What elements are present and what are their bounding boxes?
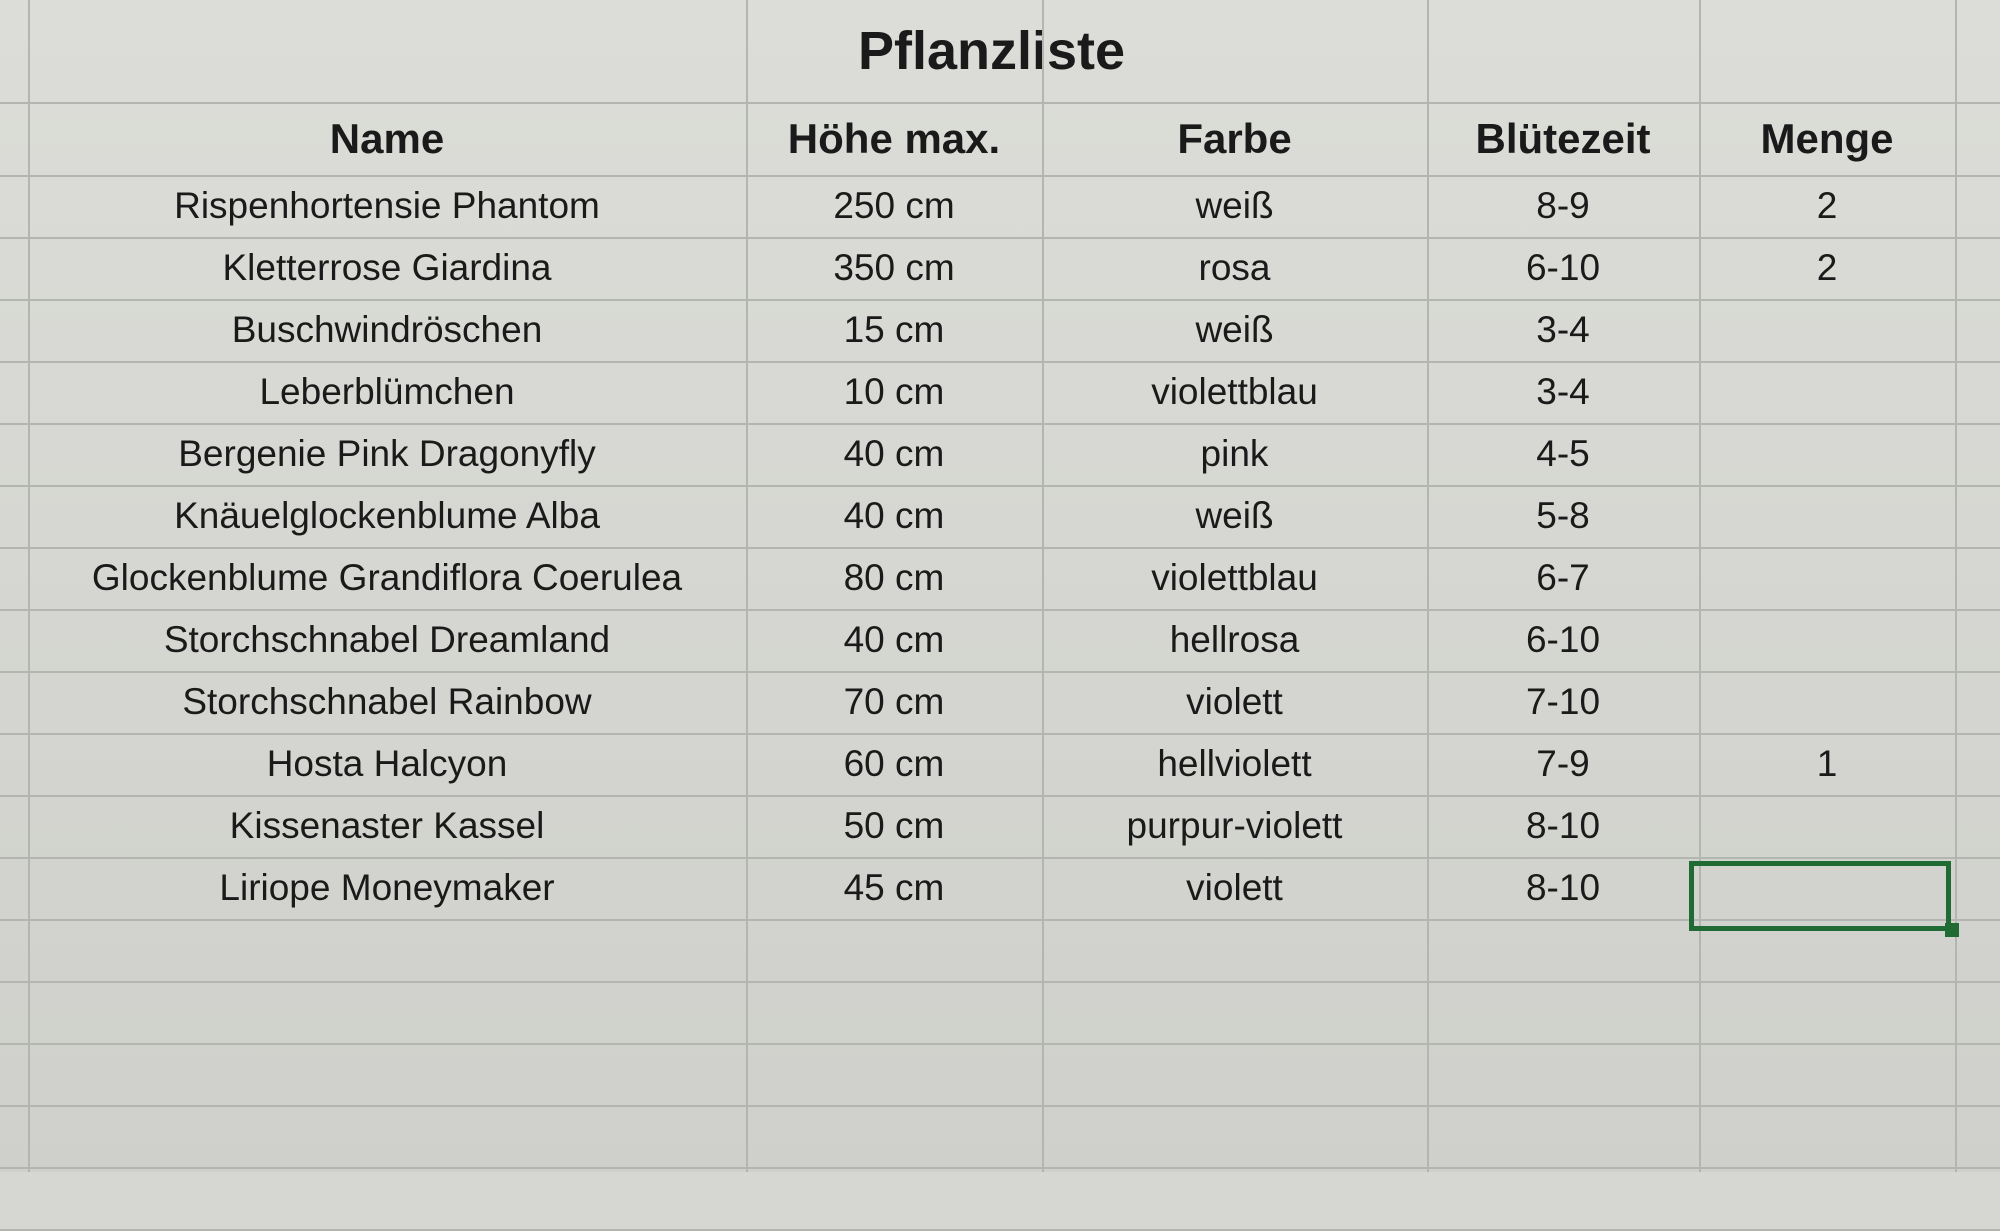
table-cell[interactable]: purpur-violett	[1126, 805, 1343, 846]
table-cell[interactable]: violett	[1186, 867, 1283, 908]
table-cell[interactable]: Bergenie Pink Dragonyfly	[178, 433, 596, 474]
row-divider	[0, 671, 2000, 673]
table-cell[interactable]	[1699, 547, 1955, 609]
row-divider	[0, 1167, 2000, 1169]
row-divider	[0, 175, 2000, 177]
table-cell[interactable]: 15 cm	[843, 309, 945, 350]
row-divider	[0, 609, 2000, 611]
table-cell[interactable]: Storchschnabel Rainbow	[182, 681, 592, 722]
table-cell[interactable]: 70 cm	[843, 681, 945, 722]
table-cell[interactable]: violett	[1186, 681, 1283, 722]
table-cell[interactable]: 350 cm	[833, 247, 955, 288]
table-cell[interactable]: Rispenhortensie Phantom	[174, 185, 600, 226]
row-divider	[0, 485, 2000, 487]
column-header[interactable]: Menge	[1760, 114, 1894, 162]
row-divider	[0, 237, 2000, 239]
row-divider	[0, 1043, 2000, 1045]
table-cell[interactable]: Liriope Moneymaker	[219, 867, 555, 908]
table-cell[interactable]: 50 cm	[843, 805, 945, 846]
table-cell[interactable]: weiß	[1195, 185, 1274, 226]
column-divider	[746, 0, 748, 1172]
table-cell[interactable]: hellrosa	[1169, 619, 1300, 660]
table-cell[interactable]: Glockenblume Grandiflora Coerulea	[91, 557, 683, 598]
table-cell[interactable]: 250 cm	[833, 185, 955, 226]
table-cell[interactable]: 7-10	[1525, 681, 1601, 722]
row-divider	[0, 857, 2000, 859]
table-cell[interactable]: 5-8	[1536, 495, 1590, 536]
row-divider	[0, 547, 2000, 549]
row-divider	[0, 795, 2000, 797]
table-cell[interactable]: 40 cm	[843, 495, 945, 536]
table-cell[interactable]: 40 cm	[843, 433, 945, 474]
table-cell[interactable]: 6-10	[1525, 247, 1601, 288]
column-header[interactable]: Name	[329, 114, 445, 162]
column-divider	[28, 0, 30, 1172]
table-cell[interactable]: Leberblümchen	[259, 371, 515, 412]
table-cell[interactable]: 8-10	[1525, 805, 1601, 846]
table-cell[interactable]: 4-5	[1536, 433, 1590, 474]
column-divider	[1955, 0, 1957, 1172]
row-divider	[0, 102, 2000, 104]
table-cell[interactable]: 3-4	[1536, 371, 1590, 412]
row-divider	[0, 361, 2000, 363]
table-cell[interactable]: 8-10	[1525, 867, 1601, 908]
row-divider	[0, 919, 2000, 921]
selected-cell[interactable]	[1689, 861, 1951, 931]
table-cell[interactable]: 45 cm	[843, 867, 945, 908]
table-cell[interactable]: 40 cm	[843, 619, 945, 660]
row-divider	[0, 1105, 2000, 1107]
table-cell[interactable]: Storchschnabel Dreamland	[163, 619, 611, 660]
sheet-title[interactable]: Pflanzliste	[857, 21, 1126, 81]
table-cell[interactable]: 2	[1816, 247, 1838, 288]
table-cell[interactable]: Buschwindröschen	[231, 309, 543, 350]
table-cell[interactable]: 80 cm	[843, 557, 945, 598]
table-cell[interactable]: weiß	[1195, 495, 1274, 536]
table-cell[interactable]: 6-10	[1525, 619, 1601, 660]
table-cell[interactable]	[1699, 423, 1955, 485]
table-cell[interactable]: pink	[1200, 433, 1269, 474]
table-cell[interactable]: rosa	[1198, 247, 1271, 288]
table-cell[interactable]	[1699, 299, 1955, 361]
table-cell[interactable]: 60 cm	[843, 743, 945, 784]
column-header[interactable]: Blütezeit	[1475, 114, 1651, 162]
row-divider	[0, 733, 2000, 735]
column-divider	[1699, 0, 1701, 1172]
row-divider	[0, 299, 2000, 301]
column-header[interactable]: Farbe	[1177, 114, 1292, 162]
table-cell[interactable]	[1699, 795, 1955, 857]
table-cell[interactable]: Kissenaster Kassel	[229, 805, 545, 846]
table-cell[interactable]	[1699, 671, 1955, 733]
column-divider	[1427, 0, 1429, 1172]
column-divider	[1042, 0, 1044, 1172]
table-cell[interactable]: 8-9	[1536, 185, 1590, 226]
table-cell[interactable]: Kletterrose Giardina	[222, 247, 552, 288]
table-cell[interactable]	[1699, 361, 1955, 423]
table-cell[interactable]: 7-9	[1536, 743, 1590, 784]
row-divider	[0, 981, 2000, 983]
table-cell[interactable]	[1699, 485, 1955, 547]
table-cell[interactable]	[1699, 609, 1955, 671]
fill-handle[interactable]	[1945, 923, 1959, 937]
table-cell[interactable]: violettblau	[1151, 371, 1318, 412]
table-cell[interactable]: 2	[1816, 185, 1838, 226]
table-cell[interactable]: Knäuelglockenblume Alba	[174, 495, 600, 536]
table-cell[interactable]: 1	[1816, 743, 1838, 784]
table-cell[interactable]: Hosta Halcyon	[266, 743, 508, 784]
table-cell[interactable]: 6-7	[1536, 557, 1590, 598]
table-cell[interactable]: hellviolett	[1157, 743, 1312, 784]
table-cell[interactable]: 3-4	[1536, 309, 1590, 350]
column-header[interactable]: Höhe max.	[787, 114, 1001, 162]
table-cell[interactable]: weiß	[1195, 309, 1274, 350]
row-divider	[0, 423, 2000, 425]
table-cell[interactable]: 10 cm	[843, 371, 945, 412]
table-cell[interactable]: violettblau	[1151, 557, 1318, 598]
